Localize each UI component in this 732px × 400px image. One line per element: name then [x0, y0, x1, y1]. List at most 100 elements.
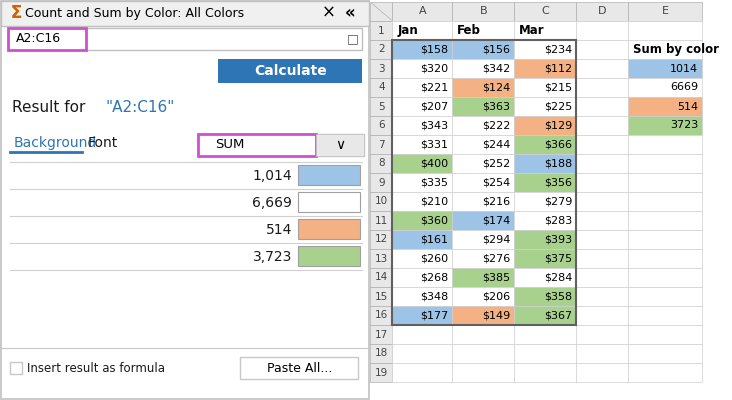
Bar	[515, 268, 576, 287]
Bar	[452, 192, 515, 211]
Bar	[452, 78, 515, 97]
Text: $177: $177	[420, 310, 448, 320]
Bar	[392, 344, 452, 363]
Bar	[8, 28, 362, 50]
Bar	[628, 268, 702, 287]
Bar	[628, 192, 702, 211]
Text: $124: $124	[482, 82, 510, 92]
Text: «: «	[345, 4, 356, 22]
Bar	[198, 134, 365, 156]
Bar	[452, 268, 515, 287]
Text: Σ: Σ	[10, 4, 21, 22]
Text: $156: $156	[482, 44, 510, 54]
Text: $225: $225	[544, 102, 572, 112]
Text: Sum by color: Sum by color	[633, 43, 719, 56]
Bar	[370, 21, 392, 40]
Bar	[576, 325, 628, 344]
Bar	[515, 306, 576, 325]
Text: 13: 13	[375, 254, 388, 264]
Bar	[392, 363, 452, 382]
Text: 2: 2	[378, 44, 385, 54]
Text: $174: $174	[482, 216, 510, 226]
Bar	[370, 363, 392, 382]
Bar	[628, 344, 702, 363]
Bar	[576, 249, 628, 268]
Text: $363: $363	[482, 102, 510, 112]
Text: 1014: 1014	[670, 64, 698, 74]
Bar	[515, 192, 576, 211]
Text: $294: $294	[482, 234, 510, 244]
Bar	[628, 363, 702, 382]
Bar	[392, 249, 452, 268]
Text: $400: $400	[420, 158, 448, 168]
Text: $252: $252	[482, 158, 510, 168]
Bar	[299, 192, 360, 212]
Text: $375: $375	[544, 254, 572, 264]
Bar	[392, 40, 452, 59]
Text: Paste All...: Paste All...	[266, 362, 332, 374]
Text: $158: $158	[420, 44, 448, 54]
Bar	[628, 78, 702, 97]
Bar	[392, 268, 452, 287]
Bar	[515, 287, 576, 306]
Bar	[370, 116, 392, 135]
Text: $216: $216	[482, 196, 510, 206]
Bar	[576, 287, 628, 306]
Bar	[515, 344, 576, 363]
Bar	[392, 40, 576, 325]
Text: $207: $207	[420, 102, 448, 112]
Text: 14: 14	[375, 272, 388, 282]
Bar	[392, 325, 452, 344]
Bar	[576, 2, 628, 21]
Text: Count and Sum by Color: All Colors: Count and Sum by Color: All Colors	[25, 6, 244, 20]
Bar	[628, 287, 702, 306]
Bar	[515, 21, 576, 40]
Text: $358: $358	[544, 292, 572, 302]
Bar	[576, 344, 628, 363]
Bar	[576, 97, 628, 116]
Text: $393: $393	[544, 234, 572, 244]
Bar	[452, 287, 515, 306]
Bar	[515, 59, 576, 78]
Text: Feb: Feb	[458, 24, 481, 37]
Bar	[628, 325, 702, 344]
Bar	[452, 21, 515, 40]
Text: $342: $342	[482, 64, 510, 74]
Bar	[452, 173, 515, 192]
Bar	[1, 1, 370, 26]
Bar	[392, 97, 452, 116]
Bar	[515, 2, 576, 21]
Bar	[452, 2, 515, 21]
Bar	[515, 40, 576, 59]
Text: Σ: Σ	[10, 4, 21, 22]
Bar	[370, 249, 392, 268]
Text: $276: $276	[482, 254, 510, 264]
Bar	[628, 2, 702, 21]
Bar	[392, 173, 452, 192]
Text: □: □	[346, 32, 358, 46]
Bar	[370, 306, 392, 325]
Bar	[515, 135, 576, 154]
Text: C: C	[542, 6, 549, 16]
Bar	[370, 230, 392, 249]
Bar	[392, 306, 452, 325]
Bar	[392, 211, 452, 230]
Bar	[628, 59, 702, 78]
Bar	[392, 230, 452, 249]
Text: $206: $206	[482, 292, 510, 302]
Bar	[628, 97, 702, 116]
Text: $161: $161	[420, 234, 448, 244]
Text: 4: 4	[378, 82, 385, 92]
Text: ∨: ∨	[335, 138, 346, 152]
Text: 8: 8	[378, 158, 385, 168]
Bar	[452, 363, 515, 382]
Bar	[392, 2, 452, 21]
Bar	[392, 135, 452, 154]
Text: $234: $234	[544, 44, 572, 54]
Bar	[299, 246, 360, 266]
Bar	[576, 268, 628, 287]
Bar	[452, 116, 515, 135]
Bar	[392, 59, 452, 78]
Text: 16: 16	[375, 310, 388, 320]
Bar	[299, 165, 360, 185]
